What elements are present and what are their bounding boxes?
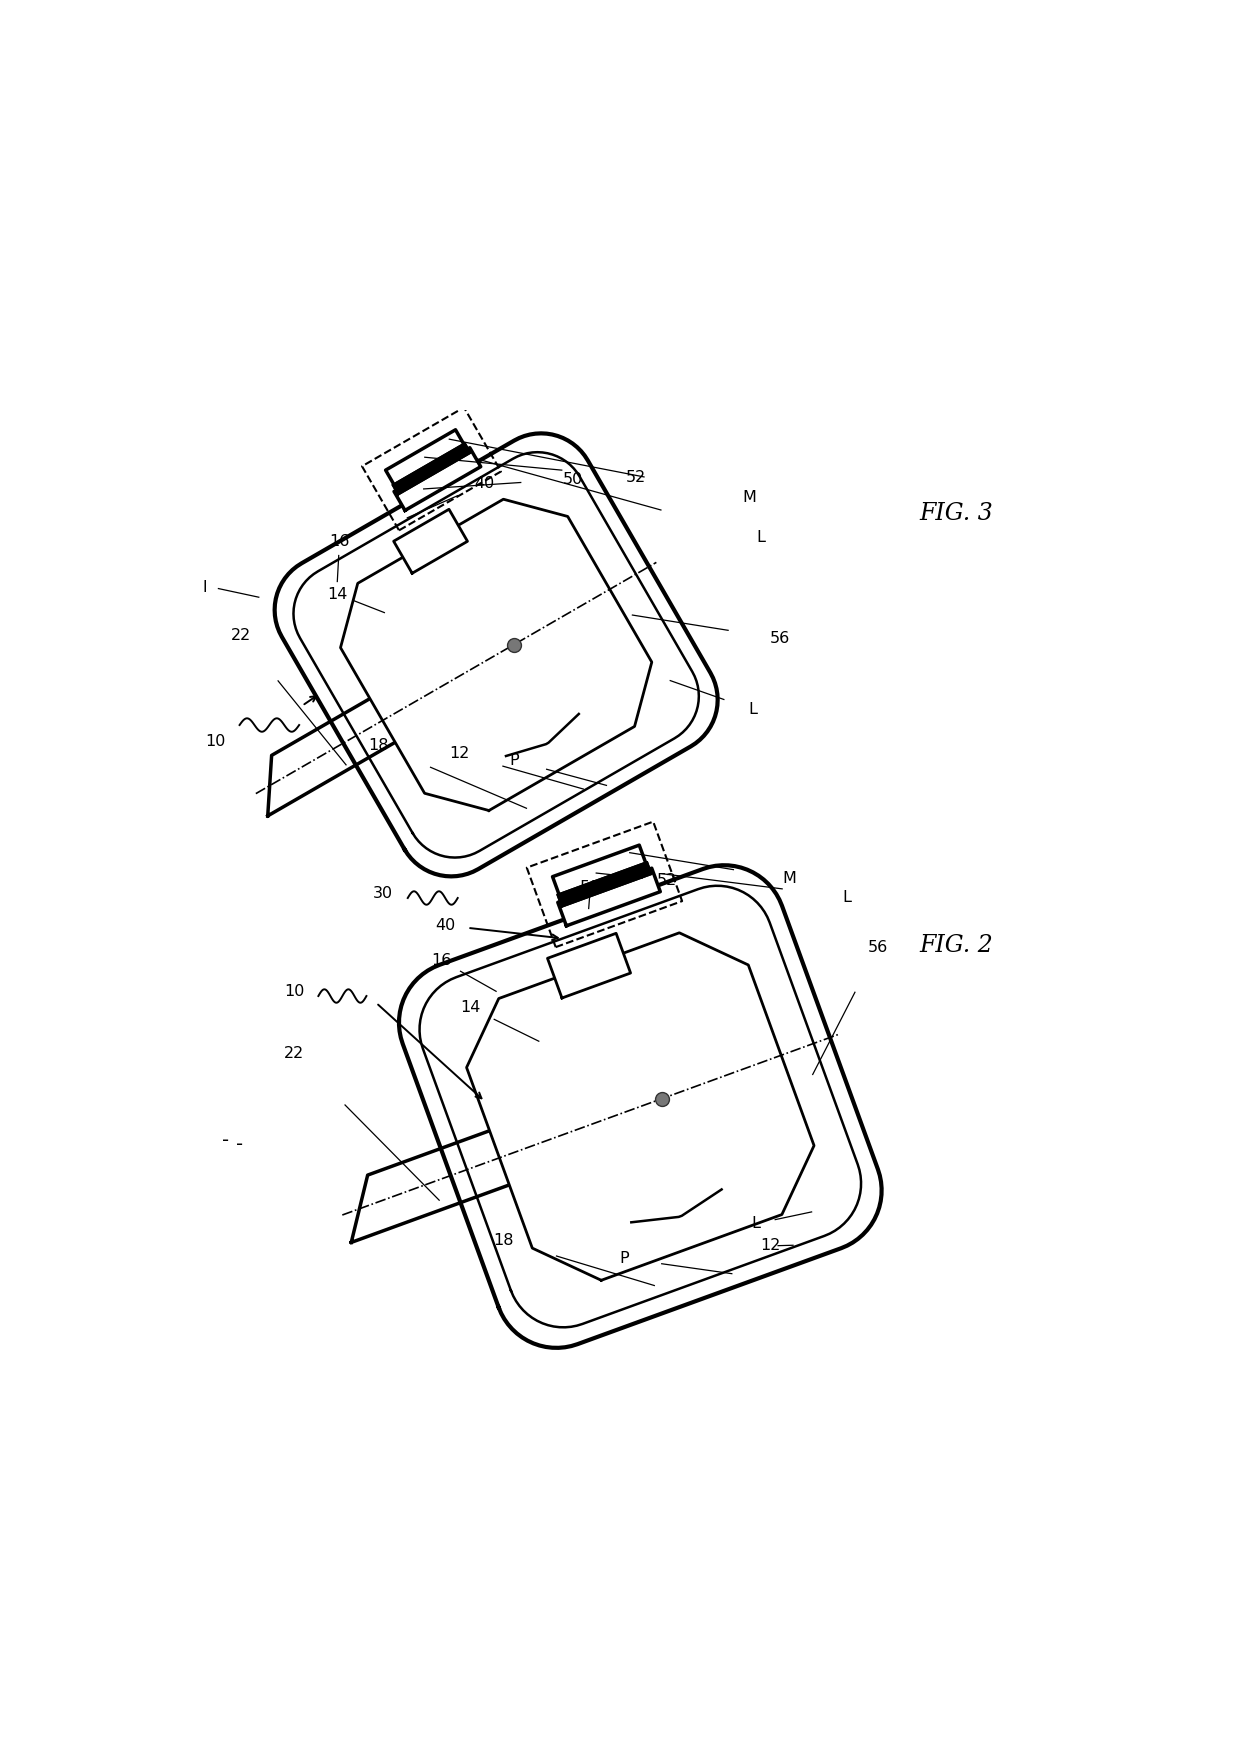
Polygon shape bbox=[351, 1112, 539, 1243]
Text: 14: 14 bbox=[327, 587, 347, 601]
Polygon shape bbox=[341, 499, 652, 811]
Text: -: - bbox=[236, 1135, 243, 1155]
Text: 12: 12 bbox=[760, 1238, 780, 1253]
Text: FIG. 2: FIG. 2 bbox=[919, 934, 993, 957]
Polygon shape bbox=[399, 866, 882, 1349]
Text: 10: 10 bbox=[284, 984, 305, 998]
Text: 52: 52 bbox=[657, 873, 677, 889]
Polygon shape bbox=[558, 867, 660, 926]
Text: FIG. 3: FIG. 3 bbox=[919, 502, 993, 525]
Polygon shape bbox=[393, 510, 467, 573]
Polygon shape bbox=[466, 933, 813, 1280]
Text: 50: 50 bbox=[580, 880, 600, 896]
Text: 22: 22 bbox=[284, 1045, 305, 1061]
Polygon shape bbox=[548, 933, 631, 998]
Text: L: L bbox=[751, 1216, 760, 1231]
Text: -: - bbox=[222, 1130, 228, 1149]
Text: 56: 56 bbox=[770, 631, 790, 645]
Text: 10: 10 bbox=[206, 733, 226, 749]
Polygon shape bbox=[557, 862, 652, 908]
Text: 50: 50 bbox=[563, 471, 583, 487]
Polygon shape bbox=[394, 448, 481, 511]
Text: 18: 18 bbox=[494, 1232, 515, 1248]
Text: 12: 12 bbox=[449, 746, 470, 762]
Text: 14: 14 bbox=[460, 1000, 480, 1015]
Text: 52: 52 bbox=[625, 469, 646, 485]
Text: 30: 30 bbox=[373, 885, 393, 901]
Text: 16: 16 bbox=[432, 954, 451, 968]
Polygon shape bbox=[553, 844, 647, 899]
Text: 22: 22 bbox=[232, 628, 252, 643]
Polygon shape bbox=[268, 675, 410, 816]
Text: P: P bbox=[619, 1252, 629, 1266]
Text: 40: 40 bbox=[435, 919, 455, 933]
Text: 40: 40 bbox=[475, 476, 495, 492]
Text: 56: 56 bbox=[868, 940, 888, 956]
Text: L: L bbox=[842, 890, 852, 904]
Text: M: M bbox=[742, 490, 756, 504]
Polygon shape bbox=[274, 434, 718, 876]
Text: L: L bbox=[748, 702, 758, 718]
Polygon shape bbox=[392, 443, 471, 495]
Text: 18: 18 bbox=[368, 737, 389, 753]
Text: l: l bbox=[202, 580, 207, 596]
Polygon shape bbox=[386, 430, 465, 488]
Text: M: M bbox=[782, 871, 796, 887]
Text: P: P bbox=[510, 753, 520, 769]
Text: L: L bbox=[756, 531, 765, 545]
Text: 16: 16 bbox=[330, 534, 350, 548]
